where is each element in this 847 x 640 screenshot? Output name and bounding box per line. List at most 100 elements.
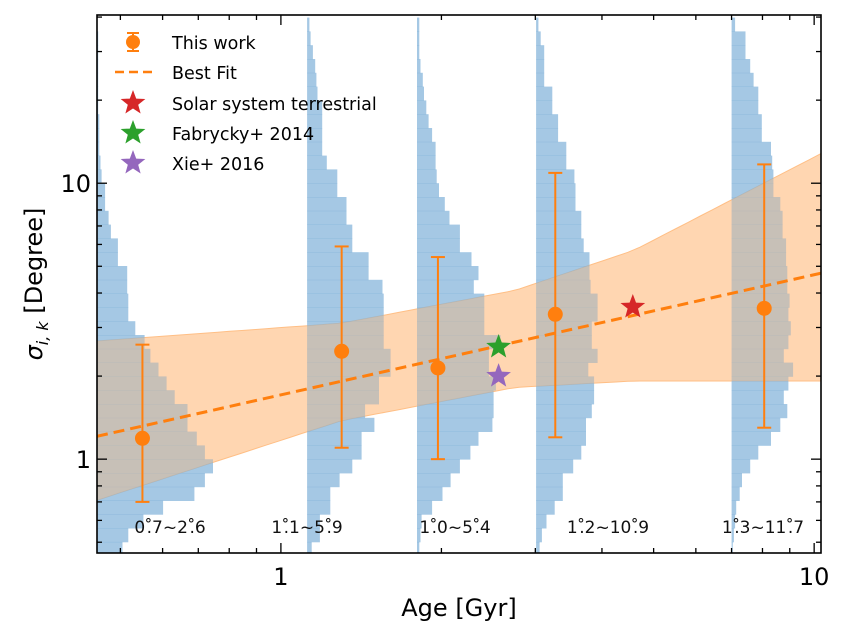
histogram-bin [97, 307, 129, 322]
histogram-bin [731, 335, 789, 350]
histogram-bin [536, 17, 539, 32]
histogram-bin [417, 307, 485, 322]
histogram-bin [417, 59, 421, 74]
histogram-bin [417, 486, 443, 501]
histogram-bin [307, 431, 362, 446]
legend-label: Fabrycky+ 2014 [172, 125, 314, 145]
histogram-bin [731, 141, 771, 156]
legend-item-xie: Xie+ 2016 [120, 150, 264, 175]
histogram-bin [731, 376, 789, 391]
histogram-bin [417, 31, 420, 46]
histogram-bin [97, 321, 136, 336]
data-point-marker [547, 306, 563, 322]
data-point-marker [134, 430, 150, 446]
histogram-bin [731, 390, 784, 405]
confidence-band-overlay [97, 153, 821, 501]
legend: This work Best Fit Solar system terrestr… [115, 32, 377, 175]
degree-mark: ˚ [732, 517, 741, 538]
legend-item-solar-system: Solar system terrestrial [120, 90, 377, 115]
histogram-bin [536, 417, 586, 432]
histogram-bin [307, 266, 369, 281]
star-marker-solar-system-terrestrial [620, 293, 646, 318]
histogram-bin [417, 417, 493, 432]
histogram-bin [417, 155, 436, 170]
histogram-bin [536, 459, 574, 474]
histogram-bin [97, 169, 102, 184]
histogram-bin [307, 86, 318, 101]
histogram-bin [417, 459, 460, 474]
histogram-bin [417, 266, 479, 281]
histogram-bin [536, 486, 563, 501]
histogram-bin [97, 459, 213, 474]
histogram-bin [536, 362, 589, 377]
histogram-bin [417, 252, 472, 267]
legend-item-fabrycky: Fabrycky+ 2014 [120, 120, 314, 145]
histogram-bin [536, 86, 553, 101]
histogram-bin [731, 59, 751, 74]
histogram-bin [97, 252, 118, 267]
histogram-bin [536, 528, 542, 543]
histogram-bin [417, 321, 485, 336]
best-fit-line [97, 271, 821, 438]
histogram-bin [97, 141, 100, 156]
histogram-bin [97, 473, 205, 488]
legend-label: Solar system terrestrial [172, 95, 377, 115]
star-marker-xie-2016 [486, 363, 511, 387]
x-tick-label: 1 [273, 563, 288, 591]
histogram-bin [536, 266, 590, 281]
histogram-bin [536, 224, 582, 239]
histogram-bin [97, 114, 100, 129]
histogram-bin [731, 459, 751, 474]
histogram-bin [307, 459, 353, 474]
histogram-bin [97, 390, 175, 405]
histogram-bin [307, 404, 366, 419]
y-tick-label: 1 [76, 446, 91, 474]
degree-mark: ˚ [472, 517, 481, 538]
histogram-bin [536, 514, 547, 529]
histogram-bin [417, 169, 437, 184]
histogram-bin [417, 431, 479, 446]
plot-area [97, 17, 821, 553]
histogram-bin [307, 72, 317, 87]
histogram-bin [417, 514, 422, 529]
histogram-bin [731, 31, 746, 46]
histogram-bin [417, 500, 433, 515]
histogram-bin [97, 528, 129, 543]
histogram-bin [536, 500, 555, 515]
legend-item-this-work: This work [126, 32, 257, 54]
degree-mark: ˚ [324, 517, 333, 538]
histogram-bin [536, 541, 540, 553]
data-point-this-work [756, 163, 772, 429]
histogram-bin [731, 348, 784, 363]
histogram-bin [97, 500, 164, 515]
histogram-bin [417, 141, 436, 156]
histogram-bin [731, 541, 733, 553]
histogram-bin [731, 252, 787, 267]
data-point-layer [134, 163, 772, 503]
interval-label: 1˚.1~5˚.9 [271, 517, 342, 538]
confidence-band-overlay [97, 153, 821, 501]
histogram-bin [97, 293, 129, 308]
histogram-bin [307, 473, 340, 488]
histogram-bin [307, 528, 320, 543]
y-tick-label: 10 [60, 170, 91, 198]
histogram-bin [417, 528, 421, 543]
histogram-bin [307, 17, 310, 32]
histogram-bin [731, 17, 736, 32]
data-point-this-work [334, 245, 350, 449]
histogram-bin [731, 514, 736, 529]
histogram-bin [536, 210, 582, 225]
histogram-bin [731, 169, 774, 184]
histogram-bin [307, 348, 391, 363]
histogram-bin [731, 528, 734, 543]
histogram-bin [307, 45, 313, 60]
histogram-bin [97, 279, 128, 294]
histogram-bin [731, 45, 746, 60]
degree-mark: ˚ [187, 517, 196, 538]
legend-label: Best Fit [172, 64, 237, 84]
histogram-bin [417, 473, 451, 488]
data-point-this-work [430, 256, 446, 461]
histogram-bin [731, 183, 774, 198]
histogram-bin [97, 486, 195, 501]
histogram-bin [97, 541, 123, 553]
